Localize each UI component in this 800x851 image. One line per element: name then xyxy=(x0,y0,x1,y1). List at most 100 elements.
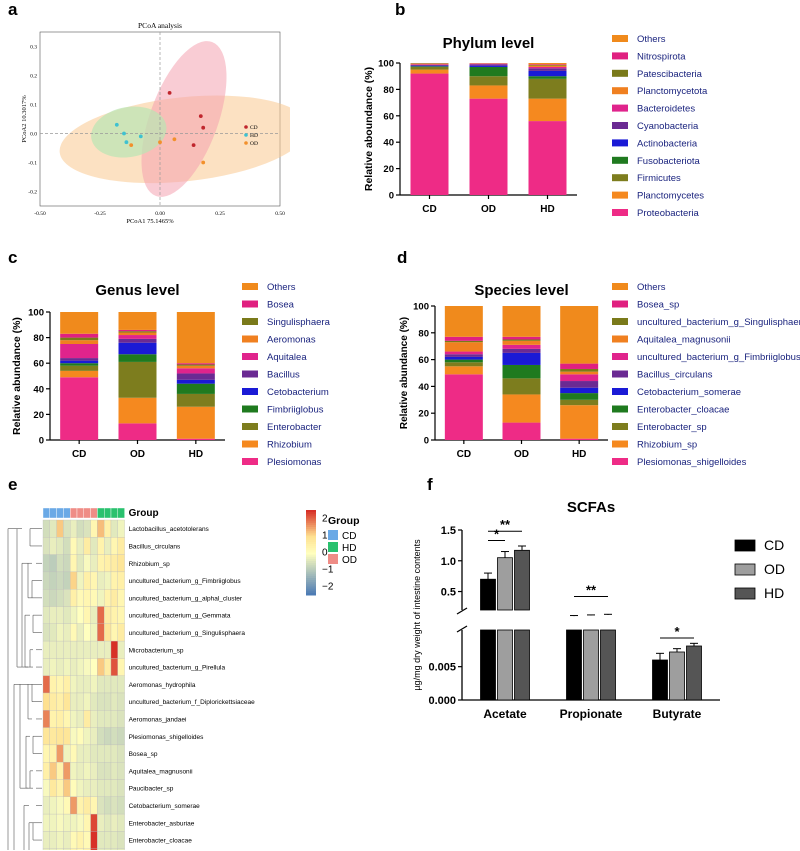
heatmap-cell xyxy=(56,727,64,746)
legend-label-cd: CD xyxy=(764,537,784,553)
heatmap-cell xyxy=(42,848,50,850)
legend-label-fimbriiglobus: Fimbriiglobus xyxy=(267,405,324,416)
heatmap-cell xyxy=(76,571,84,590)
heatmap-cell xyxy=(56,848,64,850)
heatmap-cell xyxy=(117,571,125,590)
heatmap-cell xyxy=(110,606,118,624)
heatmap-cell xyxy=(110,571,118,590)
x-tick-label: OD xyxy=(130,449,145,460)
bar-segment-singulisphaera xyxy=(176,364,215,366)
heatmap-cell xyxy=(49,813,57,832)
heatmap-cell xyxy=(97,727,105,746)
panel-label-c: c xyxy=(8,248,18,267)
group-cell-hd xyxy=(117,507,125,519)
heatmap-cell xyxy=(97,779,105,797)
colorbar-tick-label: −1 xyxy=(322,565,334,576)
heatmap-cell xyxy=(70,623,78,642)
bar-segment-others xyxy=(444,306,483,337)
heatmap-cell xyxy=(56,762,64,780)
heatmap-cell xyxy=(76,623,84,642)
colorbar-step xyxy=(306,590,316,594)
bar-segment-plesiomonas xyxy=(176,438,215,440)
bar-segment-enterobacter_sp xyxy=(444,362,483,367)
x-tick-label: -0.50 xyxy=(34,211,46,217)
heatmap-cell xyxy=(56,675,64,694)
bar-segment-cetobacterium_somerae xyxy=(444,356,483,360)
legend-swatch-fusobacteriota xyxy=(612,156,628,164)
colorbar-step xyxy=(306,518,316,522)
heatmap-cell xyxy=(104,606,112,624)
bar-segment-aeromonas xyxy=(176,365,215,369)
y-tick-label: 60 xyxy=(418,355,429,366)
legend-label-aeromonas: Aeromonas xyxy=(267,335,316,346)
legend-swatch-others xyxy=(612,283,628,290)
legend-swatch-nitrospirota xyxy=(612,52,628,60)
heatmap-cell xyxy=(63,710,71,728)
bar-segment-others xyxy=(118,312,157,330)
bar-segment-aquitalea_magnusonii xyxy=(560,371,599,375)
heatmap-cell xyxy=(42,606,50,624)
heatmap-cell xyxy=(117,727,125,746)
heatmap-cell xyxy=(90,727,98,746)
heatmap-cell xyxy=(104,831,112,849)
heatmap-cell xyxy=(42,831,50,849)
heatmap-cell xyxy=(90,640,98,659)
heatmap-cell xyxy=(117,606,125,624)
legend-swatch-cyanobacteria xyxy=(612,122,628,129)
legend-swatch-rhizobium_sp xyxy=(612,440,628,448)
legend-swatch-enterobacter xyxy=(242,423,258,430)
point-hd xyxy=(124,140,129,145)
bar-segment-bacteroidetes xyxy=(528,66,567,69)
heatmap-cell xyxy=(76,692,84,711)
bar-segment-plesiomonas_shigelloides xyxy=(502,422,541,440)
bar-segment-bacillus xyxy=(176,373,215,380)
heatmap-cell xyxy=(97,589,105,607)
heatmap-cell xyxy=(83,727,91,746)
heatmap-cell xyxy=(90,779,98,797)
heatmap-cell xyxy=(83,658,91,676)
legend-swatch-planctomycetes xyxy=(612,191,628,199)
colorbar-step xyxy=(306,573,316,577)
x-tick-label: OD xyxy=(481,204,496,215)
point-cd xyxy=(198,114,203,118)
heatmap-cell xyxy=(63,623,71,642)
colorbar-step xyxy=(306,567,316,570)
y-axis-label: PCoA2 10.3017% xyxy=(22,95,28,143)
y-tick-label: 20 xyxy=(33,410,44,421)
heatmap-cell xyxy=(76,554,84,573)
chart-title: SCFAs xyxy=(567,499,615,516)
colorbar-step xyxy=(306,535,316,539)
heatmap-cell xyxy=(104,779,112,797)
heatmap-cell xyxy=(70,589,78,607)
heatmap-cell xyxy=(76,727,84,746)
legend-label-bosea: Bosea xyxy=(267,300,295,311)
y-tick-label: 60 xyxy=(383,111,394,122)
significance-label: * xyxy=(674,624,680,639)
heatmap-cell xyxy=(56,554,64,573)
group-cell-cd xyxy=(56,507,64,519)
bar-segment-proteobacteria xyxy=(528,121,567,195)
axis-break xyxy=(456,607,468,615)
heatmap-cell xyxy=(63,589,71,607)
heatmap-row-label: Aeromonas_jandaei xyxy=(129,716,187,723)
colorbar-step xyxy=(306,548,316,551)
colorbar-step xyxy=(306,544,316,547)
bar-segment-enterobacter_cloacae xyxy=(444,359,483,363)
heatmap-cell xyxy=(83,519,91,538)
colorbar-step xyxy=(306,584,316,587)
bar-od xyxy=(497,557,513,611)
heatmap-cell xyxy=(70,813,78,832)
legend-swatch-patescibacteria xyxy=(612,69,628,77)
bar-segment-aquitalea xyxy=(60,344,99,359)
heatmap-cell xyxy=(97,813,105,832)
heatmap-cell xyxy=(49,589,57,607)
heatmap-cell xyxy=(97,519,105,538)
bar-segment-rhizobium_sp xyxy=(560,405,599,439)
heatmap-cell xyxy=(49,779,57,797)
bar-segment-planctomycetes xyxy=(528,98,567,122)
bar-segment-enterobacter_sp xyxy=(560,399,599,406)
point-hd xyxy=(138,134,143,139)
bar-segment-aquitalea xyxy=(176,368,215,374)
heatmap-cell xyxy=(90,571,98,590)
heatmap-cell xyxy=(83,779,91,797)
